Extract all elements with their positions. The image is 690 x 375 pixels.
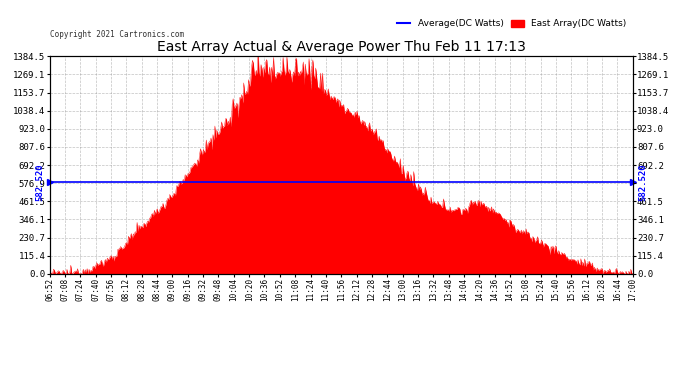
Title: East Array Actual & Average Power Thu Feb 11 17:13: East Array Actual & Average Power Thu Fe… — [157, 40, 526, 54]
Text: 582.520: 582.520 — [638, 164, 647, 201]
Text: 582.520: 582.520 — [35, 164, 44, 201]
Legend: Average(DC Watts), East Array(DC Watts): Average(DC Watts), East Array(DC Watts) — [393, 16, 630, 32]
Text: Copyright 2021 Cartronics.com: Copyright 2021 Cartronics.com — [50, 30, 184, 39]
